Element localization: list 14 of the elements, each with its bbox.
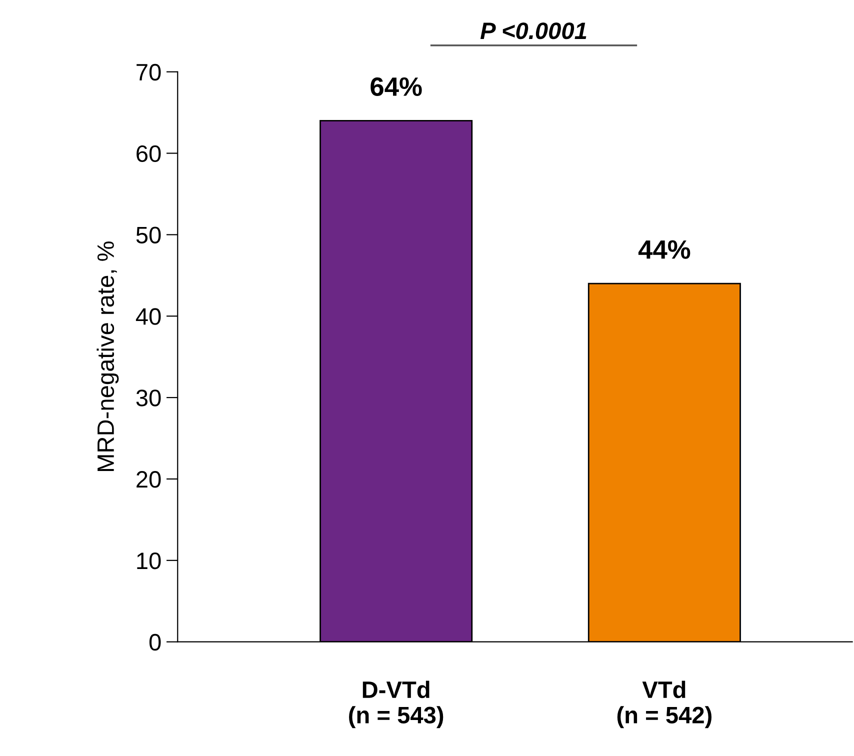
y-tick-label: 50	[136, 226, 161, 244]
y-tick-label: 20	[136, 471, 161, 488]
data-label: 64%	[370, 77, 422, 96]
y-tick-label: 40	[136, 308, 161, 325]
x-tick-label: VTd (n = 542)	[617, 680, 712, 728]
y-tick-label: 60	[136, 145, 161, 162]
y-axis-title: MRD-negative rate, %	[96, 242, 119, 472]
x-tick-label: D-VTd (n = 543)	[349, 680, 444, 728]
y-tick-label: 30	[136, 390, 161, 406]
y-tick-label: 10	[137, 552, 161, 570]
y-tick-label: 0	[149, 634, 161, 651]
data-label: 44%	[638, 240, 690, 259]
y-tick-label: 70	[136, 64, 161, 81]
text: P <0.0001	[480, 22, 586, 40]
